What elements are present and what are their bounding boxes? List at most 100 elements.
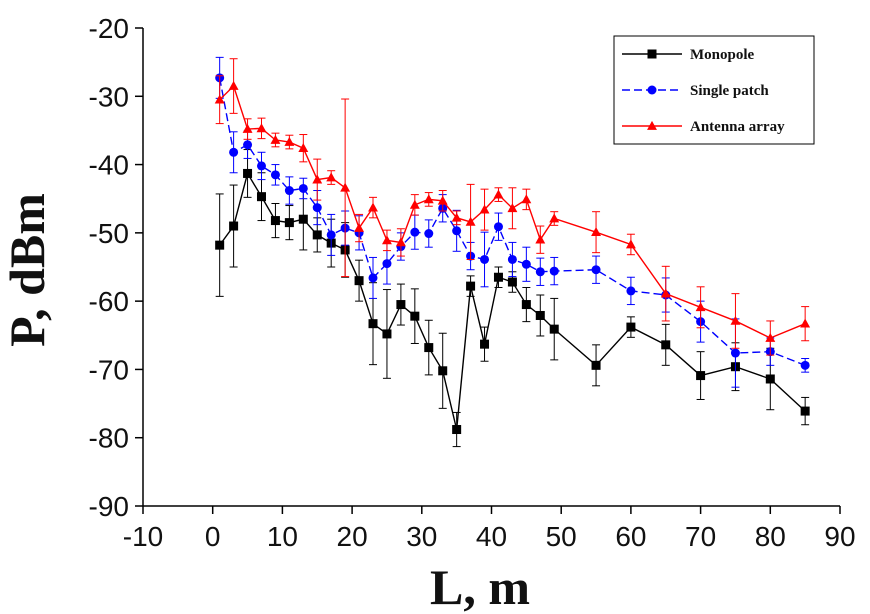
data-point [284, 218, 294, 228]
data-point [256, 123, 267, 133]
data-point [410, 227, 420, 237]
data-point [424, 229, 434, 239]
data-point [800, 360, 810, 370]
data-point [549, 324, 559, 334]
data-point [284, 136, 295, 146]
data-point [312, 203, 322, 213]
data-point [521, 300, 531, 310]
x-tick-label: 60 [615, 521, 646, 552]
data-point [243, 140, 253, 150]
data-point [354, 276, 364, 286]
x-tick-label: 70 [685, 521, 716, 552]
data-point [270, 170, 280, 180]
x-tick-label: 0 [205, 521, 221, 552]
data-point [507, 203, 518, 213]
data-point [452, 425, 462, 435]
data-point [591, 360, 601, 370]
x-tick-label: 30 [406, 521, 437, 552]
data-point [660, 288, 671, 298]
data-point [800, 318, 811, 328]
data-point [368, 319, 378, 329]
legend-label: Antenna array [690, 119, 785, 135]
x-axis-title: L, m [430, 559, 530, 614]
data-point [215, 240, 225, 250]
data-point [382, 235, 392, 245]
data-point [396, 300, 406, 310]
data-point [270, 134, 281, 144]
data-point [535, 310, 545, 320]
data-point [395, 237, 406, 247]
data-point [270, 216, 280, 226]
data-point [661, 340, 671, 350]
x-tick-label: 40 [476, 521, 507, 552]
data-point [493, 272, 503, 282]
data-point [493, 222, 503, 232]
data-point [368, 202, 378, 212]
data-point [465, 216, 476, 226]
x-tick-label: -10 [123, 521, 163, 552]
legend-marker [647, 85, 657, 95]
x-tick-label: 10 [267, 521, 298, 552]
data-point [256, 192, 266, 202]
x-tick-label: 80 [755, 521, 786, 552]
data-point [591, 265, 601, 275]
data-point [493, 189, 504, 199]
data-point [730, 315, 741, 325]
y-axis: -20 -30 -40 -50 -60 -70 -80 -90 [89, 13, 143, 522]
legend-label: Single patch [690, 83, 769, 99]
data-point [535, 234, 546, 244]
data-point [368, 273, 378, 283]
data-point [424, 343, 434, 353]
data-point [591, 227, 601, 237]
series-monopole [215, 149, 810, 448]
data-point [229, 147, 239, 157]
data-point [423, 194, 434, 204]
y-axis-title: P, dBm [0, 193, 55, 347]
legend-marker [647, 49, 657, 59]
data-point [298, 214, 308, 224]
y-tick-label: -60 [89, 286, 129, 317]
data-point [480, 254, 490, 264]
data-point [626, 322, 636, 332]
data-point [625, 239, 636, 249]
series-layer [214, 56, 811, 448]
data-point [438, 366, 448, 376]
data-point [452, 226, 462, 236]
data-point [242, 123, 253, 133]
data-point [479, 204, 490, 214]
data-point [549, 266, 559, 276]
data-point [354, 222, 365, 232]
x-tick-label: 20 [337, 521, 368, 552]
x-axis: -10 0 10 20 30 40 50 60 70 80 90 [123, 506, 856, 552]
legend-marker [647, 120, 657, 130]
y-tick-label: -20 [89, 13, 129, 44]
data-point [410, 311, 420, 321]
data-point [284, 186, 294, 196]
data-point [256, 161, 266, 171]
data-point [409, 199, 420, 209]
data-point [312, 230, 322, 240]
data-point [243, 168, 253, 178]
data-point [312, 174, 323, 184]
y-tick-label: -50 [89, 218, 129, 249]
y-tick-label: -40 [89, 150, 129, 181]
data-point [626, 286, 636, 296]
x-tick-label: 90 [824, 521, 855, 552]
y-tick-label: -80 [89, 423, 129, 454]
data-point [326, 230, 336, 240]
y-tick-label: -70 [89, 354, 129, 385]
data-point [695, 302, 706, 312]
data-point [549, 213, 560, 223]
data-point [507, 254, 517, 264]
series-antenna-array [214, 58, 811, 356]
y-tick-label: -90 [89, 491, 129, 522]
data-point [382, 329, 392, 339]
data-point [480, 339, 490, 349]
legend-label: Monopole [690, 47, 755, 63]
data-point [229, 221, 239, 231]
data-point [800, 406, 810, 416]
data-point [521, 194, 532, 204]
data-point [730, 348, 740, 358]
data-point [340, 182, 351, 192]
